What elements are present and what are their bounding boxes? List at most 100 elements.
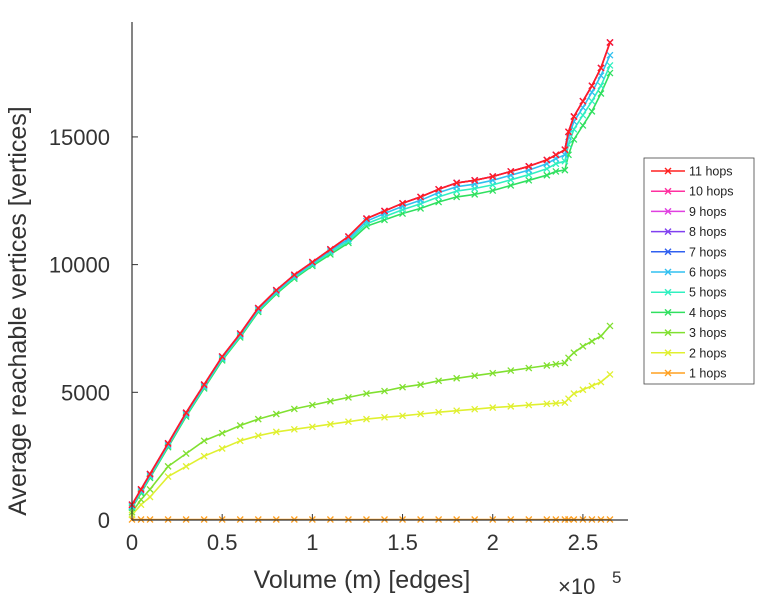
y-tick-label: 0 [98,508,110,533]
data-point [552,160,560,168]
x-tick-label: 0 [126,530,138,555]
data-point [200,437,208,445]
data-point [453,193,461,201]
series-3-hops [128,322,614,516]
data-point [543,171,551,179]
legend-label: 2 hops [689,346,727,360]
data-point [561,359,569,367]
data-point [453,179,461,187]
data-point [507,167,515,175]
data-point [579,386,587,394]
legend-label: 8 hops [689,225,727,239]
data-point [489,187,497,195]
data-point [435,377,443,385]
data-point [588,97,596,105]
legend-label: 11 hops [689,165,733,179]
data-point [552,360,560,368]
data-point [381,413,388,421]
data-point [218,445,226,452]
data-point [565,395,572,403]
data-point [597,332,605,340]
data-point [435,198,443,206]
data-point [146,470,154,478]
data-point [552,399,560,407]
data-point [471,372,479,380]
legend-item-1-hops: 1 hops [651,367,727,381]
data-point [606,322,614,330]
data-point [218,429,226,437]
data-point [597,82,605,90]
data-point [597,64,605,72]
data-point [182,462,190,470]
series-6-hops [128,51,614,510]
data-point [543,400,551,408]
series-2-hops [128,370,614,519]
legend-swatch-marker [664,329,672,337]
legend-item-8-hops: 8 hops [651,225,727,239]
data-point [489,404,497,412]
x-tick-label: 2 [487,530,499,555]
data-point [344,418,352,426]
data-point [290,271,298,279]
data-point [308,401,316,409]
data-point [597,378,605,386]
data-point [552,151,560,159]
data-point [399,383,407,391]
data-point [606,38,614,46]
axes [131,22,628,521]
data-point [597,90,605,97]
series-4-hops [128,69,614,512]
legend-item-9-hops: 9 hops [651,205,727,219]
data-point [182,409,190,417]
y-tick-label: 10000 [49,253,110,278]
data-point [471,176,479,184]
data-point [417,410,425,418]
data-point [570,113,578,120]
data-point [561,166,569,174]
data-point [164,473,172,481]
data-point [399,199,407,207]
data-point [507,402,515,410]
legend-label: 7 hops [689,245,727,259]
data-point [308,423,316,431]
legend-item-4-hops: 4 hops [651,306,727,320]
series-line-4-hops [131,72,611,509]
data-point [254,304,262,312]
legend: 11 hops 10 hops 9 hops 8 hops 7 hops 6 hops 5 … [643,157,755,385]
x-tick-label: 0.5 [207,530,238,555]
data-point [561,157,569,165]
plot-area [128,38,614,523]
data-point [552,167,560,175]
legend-swatch-marker [664,228,672,236]
data-point [417,381,425,389]
data-point [200,452,208,460]
data-point [363,217,370,225]
data-point [507,367,515,375]
data-point [565,354,572,362]
legend-swatch-marker [664,308,672,316]
legend-swatch-marker [664,167,672,175]
data-point [363,220,370,228]
y-axis-label: Average reachable vertices [vertices] [4,106,32,515]
data-point [417,193,425,201]
legend-swatch-marker [664,248,672,256]
legend-item-11-hops: 11 hops [651,165,733,179]
series-line-7-hops [131,42,611,506]
legend-label: 4 hops [689,306,727,320]
data-point [363,415,370,423]
data-point [272,286,280,294]
data-point [606,61,614,69]
data-point [344,233,352,240]
data-point [236,330,244,338]
data-point [525,162,533,170]
data-point [579,342,587,350]
data-point [381,207,388,215]
series-11-hops [128,38,614,509]
legend-swatch-marker [664,207,672,215]
data-point [561,146,569,154]
data-point [272,410,280,418]
data-point [565,128,572,136]
y-tick-label: 5000 [61,380,110,405]
x-multiplier: ×10 5 [558,568,621,599]
